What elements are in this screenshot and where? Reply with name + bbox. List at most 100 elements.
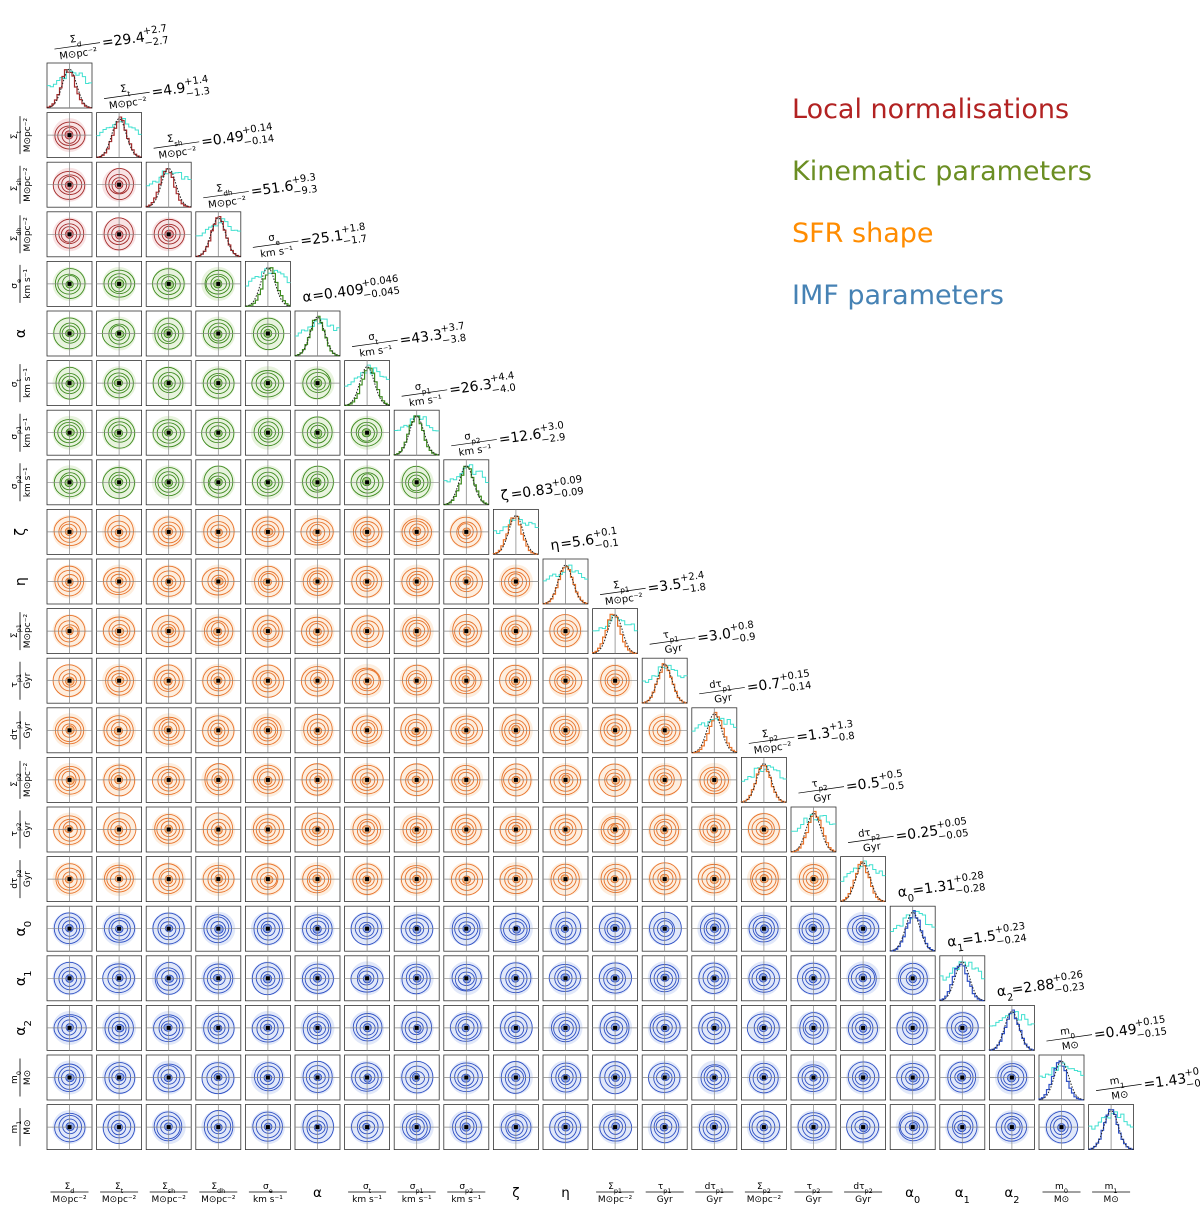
contour-panel-11-7 bbox=[393, 608, 440, 654]
truth-marker bbox=[315, 430, 320, 435]
contour-panel-5-1 bbox=[96, 310, 142, 357]
contour-panel-8-5 bbox=[294, 459, 341, 506]
contour-level bbox=[60, 523, 78, 539]
title-value: =0.83 bbox=[510, 481, 555, 503]
truth-marker bbox=[117, 877, 122, 882]
truth-marker bbox=[712, 1075, 717, 1080]
contour-level bbox=[111, 1119, 127, 1136]
label-symbol: m0 bbox=[10, 1071, 23, 1084]
truth-marker bbox=[117, 728, 122, 733]
contour-panel-10-6 bbox=[344, 558, 391, 605]
contour-panel-19-10 bbox=[542, 1005, 589, 1051]
title-symbol: σp1 bbox=[414, 380, 431, 397]
diag-title-18: α1=1.5+0.23−0.24 bbox=[946, 921, 1027, 954]
label-symbol: m1 bbox=[10, 1121, 23, 1134]
truth-marker bbox=[166, 331, 171, 336]
truth-marker bbox=[67, 777, 72, 782]
contour-level bbox=[306, 868, 330, 891]
contour-panel-13-12 bbox=[641, 707, 688, 754]
contour-level bbox=[954, 1069, 972, 1085]
truth-marker bbox=[117, 331, 122, 336]
contour-panel-9-4 bbox=[244, 508, 291, 555]
title-unit: Gyr bbox=[714, 692, 734, 705]
truth-marker bbox=[414, 529, 419, 534]
contour-panel-17-2 bbox=[145, 905, 192, 952]
contour-panel-10-5 bbox=[294, 558, 341, 605]
contour-panel-20-9 bbox=[492, 1054, 539, 1101]
title-lower-error: −2.7 bbox=[144, 35, 170, 49]
title-value: =2.88 bbox=[1011, 976, 1056, 998]
label-symbol: α0 bbox=[13, 921, 34, 937]
contour-panel-21-10 bbox=[542, 1104, 589, 1150]
y-axis-label-19: α2 bbox=[13, 1020, 34, 1036]
histogram-panel-11 bbox=[592, 608, 638, 655]
truth-marker bbox=[265, 1025, 270, 1030]
contour-panel-15-8 bbox=[443, 806, 490, 853]
contour-level bbox=[457, 523, 474, 540]
title-upper-error: +9.3 bbox=[291, 172, 317, 186]
title-upper-error: +0.09 bbox=[551, 474, 583, 489]
truth-marker bbox=[117, 381, 122, 386]
contour-level bbox=[204, 763, 234, 796]
contour-level bbox=[801, 917, 825, 941]
contour-panel-17-10 bbox=[542, 905, 589, 952]
y-axis-label-12: τp1 Gyr bbox=[10, 661, 33, 700]
contour-level bbox=[156, 817, 180, 841]
truth-marker bbox=[563, 827, 568, 832]
contour-panel-12-0 bbox=[46, 657, 93, 704]
legend-entry-1: Kinematic parameters bbox=[792, 156, 1092, 187]
contour-panel-10-0 bbox=[46, 558, 93, 605]
truth-marker bbox=[464, 1125, 469, 1130]
contour-panel-4-1 bbox=[96, 260, 142, 307]
y-axis-label-17: α0 bbox=[13, 921, 34, 937]
contour-level bbox=[606, 722, 623, 737]
truth-marker bbox=[513, 976, 518, 981]
contour-panel-14-11 bbox=[592, 757, 638, 803]
truth-marker bbox=[265, 579, 270, 584]
contour-level bbox=[557, 920, 573, 938]
label-symbol: Σdh bbox=[10, 227, 23, 241]
contour-panel-20-14 bbox=[741, 1054, 787, 1101]
contour-level bbox=[1053, 1118, 1069, 1135]
truth-marker bbox=[414, 1025, 419, 1030]
contour-panel-20-7 bbox=[393, 1054, 440, 1101]
contour-level bbox=[405, 769, 429, 792]
contour-level bbox=[356, 472, 380, 494]
truth-marker bbox=[265, 430, 270, 435]
contour-panel-3-2 bbox=[145, 211, 192, 258]
contour-panel-4-2 bbox=[145, 260, 192, 307]
title-lower-error: −1.8 bbox=[681, 582, 707, 596]
contour-level bbox=[409, 822, 425, 838]
contour-panel-17-14 bbox=[741, 905, 787, 952]
contour-level bbox=[201, 417, 235, 450]
contour-level bbox=[899, 967, 925, 991]
contour-panel-20-17 bbox=[889, 1054, 936, 1101]
truth-marker bbox=[761, 1125, 766, 1130]
title-upper-error: +0.05 bbox=[936, 816, 968, 831]
contour-level bbox=[458, 623, 475, 640]
contour-panel-11-8 bbox=[443, 608, 490, 654]
truth-marker bbox=[166, 529, 171, 534]
title-value: =1.43 bbox=[1143, 1071, 1188, 1093]
truth-marker bbox=[265, 381, 270, 386]
contour-panel-21-20 bbox=[1038, 1104, 1085, 1150]
title-value: =0.5 bbox=[845, 775, 881, 796]
title-unit: Gyr bbox=[664, 643, 684, 656]
contour-panel-13-2 bbox=[145, 707, 192, 754]
contour-panel-15-9 bbox=[492, 806, 539, 853]
title-fraction-bar bbox=[252, 240, 299, 248]
contour-level bbox=[358, 921, 375, 937]
contour-level bbox=[58, 818, 82, 842]
label-unit: Gyr bbox=[706, 1195, 722, 1205]
truth-marker bbox=[365, 877, 370, 882]
contour-panel-19-8 bbox=[443, 1005, 490, 1051]
title-upper-error: +0.23 bbox=[994, 921, 1026, 936]
truth-marker bbox=[712, 777, 717, 782]
x-axis-label-5: α bbox=[313, 1185, 322, 1201]
title-symbol: dτp2 bbox=[858, 826, 881, 843]
contour-level bbox=[302, 368, 332, 400]
contour-level bbox=[302, 1012, 332, 1045]
label-symbol: α0 bbox=[905, 1185, 920, 1206]
